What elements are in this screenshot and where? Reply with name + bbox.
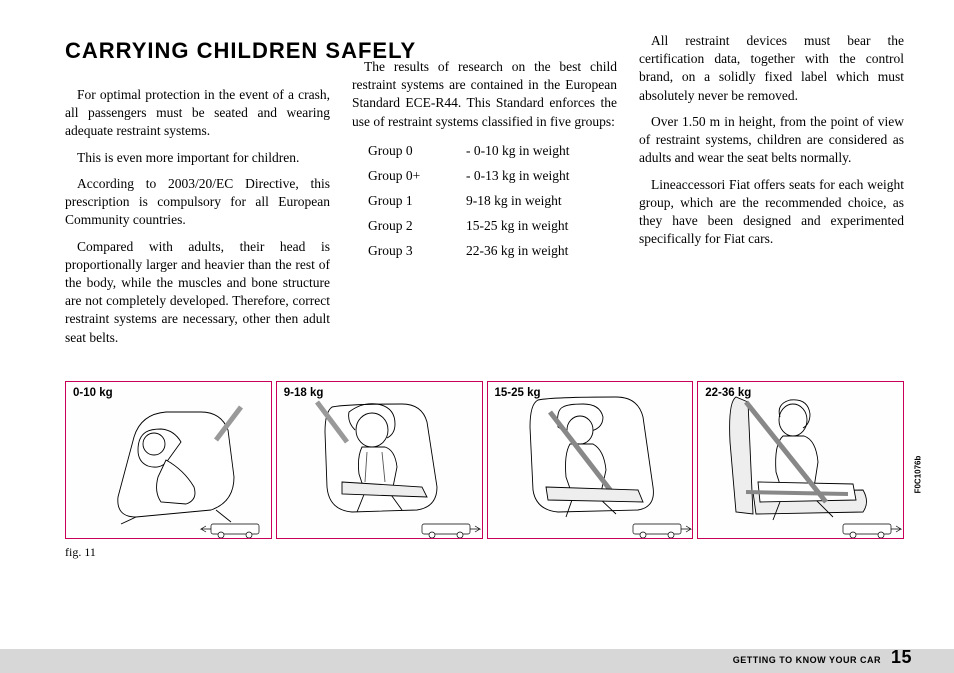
- paragraph: The results of research on the best chil…: [352, 58, 617, 131]
- group-label: Group 1: [368, 189, 466, 214]
- table-row: Group 322-36 kg in weight: [368, 239, 617, 264]
- column-1: For optimal protection in the event of a…: [65, 86, 330, 355]
- group-weight: - 0-13 kg in weight: [466, 164, 617, 189]
- section-name: GETTING TO KNOW YOUR CAR: [733, 655, 881, 665]
- page-number: 15: [891, 647, 912, 668]
- paragraph: Compared with adults, their head is prop…: [65, 238, 330, 347]
- weight-group-table: Group 0- 0-10 kg in weight Group 0+- 0-1…: [368, 139, 617, 264]
- paragraph: For optimal protection in the event of a…: [65, 86, 330, 141]
- paragraph: Lineaccessori Fiat offers seats for each…: [639, 176, 904, 249]
- column-3: All restraint devices must bear the cert…: [639, 32, 904, 355]
- paragraph: Over 1.50 m in height, from the point of…: [639, 113, 904, 168]
- group-label: Group 3: [368, 239, 466, 264]
- figure-caption: fig. 11: [65, 545, 904, 560]
- footer: GETTING TO KNOW YOUR CAR 15: [733, 647, 912, 668]
- group-weight: 9-18 kg in weight: [466, 189, 617, 214]
- manual-page: CARRYING CHILDREN SAFELY For optimal pro…: [0, 0, 954, 673]
- infant-seat-icon: [66, 382, 272, 539]
- table-row: Group 215-25 kg in weight: [368, 214, 617, 239]
- table-row: Group 0+- 0-13 kg in weight: [368, 164, 617, 189]
- column-2: The results of research on the best chil…: [352, 58, 617, 355]
- group-weight: 15-25 kg in weight: [466, 214, 617, 239]
- paragraph: According to 2003/20/EC Directive, this …: [65, 175, 330, 230]
- group-label: Group 0+: [368, 164, 466, 189]
- figure-panels: 0-10 kg: [65, 381, 904, 539]
- paragraph: This is even more important for children…: [65, 149, 330, 167]
- booster-cushion-icon: [698, 382, 904, 539]
- group-label: Group 0: [368, 139, 466, 164]
- toddler-seat-icon: [277, 382, 483, 539]
- figure-11: 0-10 kg: [65, 381, 904, 560]
- group-weight: - 0-10 kg in weight: [466, 139, 617, 164]
- group-label: Group 2: [368, 214, 466, 239]
- panel-15-25kg: 15-25 kg: [487, 381, 694, 539]
- panel-9-18kg: 9-18 kg: [276, 381, 483, 539]
- text-columns: For optimal protection in the event of a…: [65, 86, 904, 355]
- booster-back-icon: [488, 382, 694, 539]
- group-weight: 22-36 kg in weight: [466, 239, 617, 264]
- figure-code: F0C1076b: [914, 456, 923, 494]
- panel-0-10kg: 0-10 kg: [65, 381, 272, 539]
- table-row: Group 19-18 kg in weight: [368, 189, 617, 214]
- table-row: Group 0- 0-10 kg in weight: [368, 139, 617, 164]
- panel-22-36kg: 22-36 kg: [697, 381, 904, 539]
- paragraph: All restraint devices must bear the cert…: [639, 32, 904, 105]
